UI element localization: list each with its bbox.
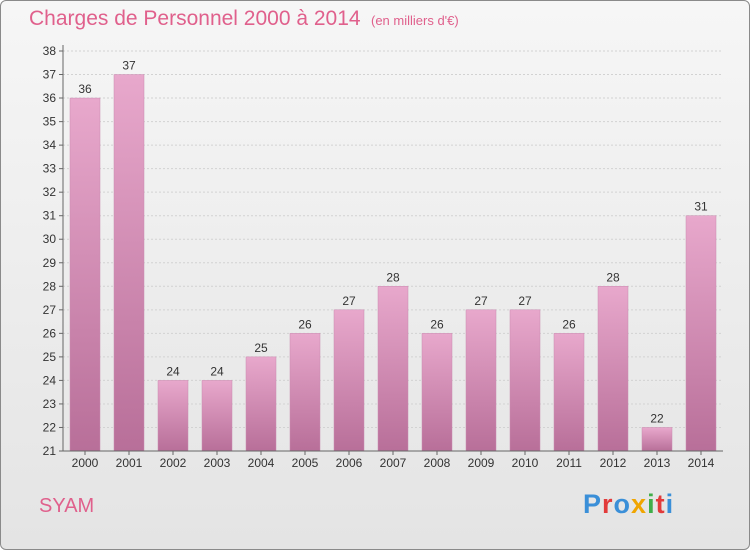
logo-letter: P xyxy=(583,489,603,519)
x-tick-label: 2014 xyxy=(688,456,715,470)
chart-title: Charges de Personnel 2000 à 2014 xyxy=(29,7,361,30)
bar xyxy=(69,97,101,452)
bar-value-label: 36 xyxy=(78,82,92,96)
logo-letter: i xyxy=(647,489,656,519)
logo-letter: i xyxy=(665,489,675,519)
bar-value-label: 26 xyxy=(298,317,312,331)
bar xyxy=(201,380,233,452)
bar-value-label: 27 xyxy=(518,294,532,308)
y-tick-label: 26 xyxy=(43,326,57,340)
x-tick-label: 2008 xyxy=(424,456,451,470)
logo-letter: t xyxy=(655,489,666,519)
bar xyxy=(553,333,585,452)
x-tick-label: 2013 xyxy=(644,456,671,470)
x-tick-label: 2011 xyxy=(556,456,582,470)
y-tick-label: 32 xyxy=(43,185,57,199)
x-tick-label: 2006 xyxy=(336,456,363,470)
x-tick-label: 2007 xyxy=(380,456,407,470)
y-tick-label: 38 xyxy=(43,44,57,58)
y-tick-label: 31 xyxy=(43,209,57,223)
y-tick-label: 22 xyxy=(43,420,57,434)
bar-value-label: 25 xyxy=(254,341,268,355)
logo-letter: x xyxy=(631,489,648,519)
bar xyxy=(597,286,629,452)
bar-value-label: 37 xyxy=(122,59,136,73)
bar-value-label: 27 xyxy=(474,294,488,308)
x-tick-label: 2004 xyxy=(248,456,275,470)
y-tick-label: 25 xyxy=(43,350,57,364)
logo-letter: r xyxy=(602,489,614,519)
proxiti-logo: Proxiti xyxy=(583,489,674,520)
y-tick-label: 27 xyxy=(43,303,57,317)
y-tick-label: 33 xyxy=(43,162,57,176)
logo-letter: o xyxy=(613,489,632,519)
bar xyxy=(245,356,277,452)
bar-value-label: 22 xyxy=(650,411,664,425)
y-tick-label: 21 xyxy=(43,444,57,458)
y-tick-label: 34 xyxy=(43,138,57,152)
bar-value-label: 28 xyxy=(386,270,400,284)
y-tick-label: 28 xyxy=(43,279,57,293)
x-tick-label: 2000 xyxy=(72,456,99,470)
bar-value-label: 28 xyxy=(606,270,620,284)
bar xyxy=(157,380,189,452)
bar xyxy=(113,74,145,452)
bar-value-label: 26 xyxy=(562,317,576,331)
y-tick-label: 23 xyxy=(43,397,57,411)
y-tick-label: 36 xyxy=(43,91,57,105)
x-tick-label: 2002 xyxy=(160,456,187,470)
bar xyxy=(377,286,409,452)
commune-name: SYAM xyxy=(39,495,95,517)
bar xyxy=(465,309,497,452)
y-tick-label: 35 xyxy=(43,115,57,129)
y-tick-label: 29 xyxy=(43,256,57,270)
x-tick-label: 2005 xyxy=(292,456,319,470)
bar xyxy=(641,427,673,452)
chart-subtitle: (en milliers d'€) xyxy=(371,13,459,28)
bar-value-label: 24 xyxy=(166,364,180,378)
bar-value-label: 26 xyxy=(430,317,444,331)
y-tick-label: 24 xyxy=(43,373,57,387)
bar-value-label: 24 xyxy=(210,364,224,378)
bar-value-label: 31 xyxy=(694,200,708,214)
x-tick-label: 2003 xyxy=(204,456,231,470)
x-tick-label: 2001 xyxy=(116,456,143,470)
y-tick-label: 30 xyxy=(43,232,57,246)
x-tick-label: 2010 xyxy=(512,456,539,470)
x-tick-label: 2012 xyxy=(600,456,627,470)
x-tick-label: 2009 xyxy=(468,456,495,470)
bar xyxy=(685,215,717,452)
bar xyxy=(509,309,541,452)
y-tick-label: 37 xyxy=(43,68,57,82)
bar xyxy=(333,309,365,452)
bar xyxy=(289,333,321,452)
bar-value-label: 27 xyxy=(342,294,356,308)
bar xyxy=(421,333,453,452)
